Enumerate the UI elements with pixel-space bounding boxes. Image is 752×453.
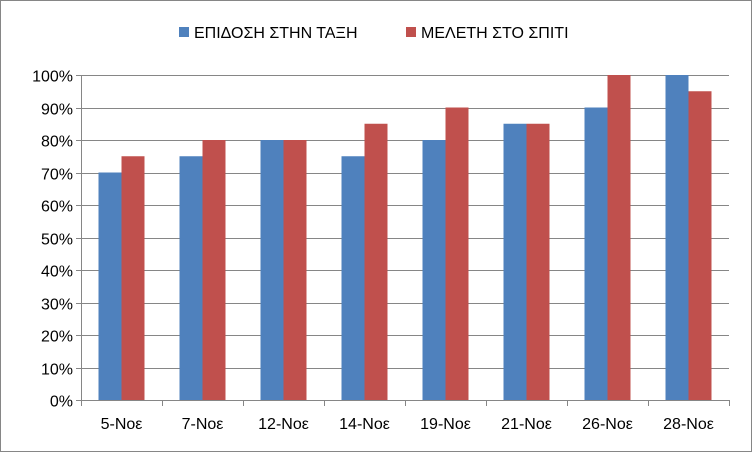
y-axis-labels: 0% 10% 20% 30% 40% 50% 60% 70% 80% 90% 100% [32, 69, 73, 411]
legend-swatch [406, 27, 416, 37]
y-tick-label: 70% [41, 167, 73, 184]
bar [179, 156, 203, 400]
bar [526, 123, 550, 400]
bar [445, 107, 469, 400]
x-tick-label: 26-Νοε [582, 416, 633, 433]
legend-swatch [179, 27, 189, 37]
y-tick-label: 40% [41, 264, 73, 281]
x-tick-label: 19-Νοε [420, 416, 471, 433]
legend-label: ΕΠΙΔΟΣΗ ΣΤΗΝ ΤΑΞΗ [194, 25, 358, 42]
x-tick-label: 21-Νοε [501, 416, 552, 433]
x-tick-label: 28-Νοε [663, 416, 714, 433]
y-tick-label: 20% [41, 329, 73, 346]
y-gridlines [81, 75, 729, 401]
y-tick-label: 90% [41, 102, 73, 119]
y-tick-label: 10% [41, 362, 73, 379]
y-tick-label: 50% [41, 232, 73, 249]
bar [688, 91, 712, 400]
x-axis-labels: 5-Νοε 7-Νοε 12-Νοε 14-Νοε 19-Νοε 21-Νοε 26-Νοε… [101, 416, 714, 433]
bar [98, 172, 122, 400]
bar [364, 123, 388, 400]
x-tick-label: 14-Νοε [339, 416, 390, 433]
y-tick-label: 100% [32, 69, 73, 86]
bar [607, 75, 631, 400]
bar [422, 140, 446, 400]
bar-series [98, 75, 712, 400]
x-tick-label: 7-Νοε [182, 416, 224, 433]
x-tick-label: 5-Νοε [101, 416, 143, 433]
chart-axes [76, 75, 730, 406]
bar [202, 140, 226, 400]
y-tick-label: 30% [41, 297, 73, 314]
bar [121, 156, 145, 400]
bar [584, 107, 608, 400]
chart-legend: ΕΠΙΔΟΣΗ ΣΤΗΝ ΤΑΞΗ ΜΕΛΕΤΗ ΣΤΟ ΣΠΙΤΙ [179, 25, 569, 42]
y-tick-label: 60% [41, 199, 73, 216]
bar [665, 75, 689, 400]
bar [283, 140, 307, 400]
x-tick-label: 12-Νοε [258, 416, 309, 433]
bar [341, 156, 365, 400]
y-tick-label: 0% [50, 394, 73, 411]
bar [260, 140, 284, 400]
y-tick-label: 80% [41, 134, 73, 151]
bar [503, 123, 527, 400]
legend-label: ΜΕΛΕΤΗ ΣΤΟ ΣΠΙΤΙ [421, 25, 569, 42]
